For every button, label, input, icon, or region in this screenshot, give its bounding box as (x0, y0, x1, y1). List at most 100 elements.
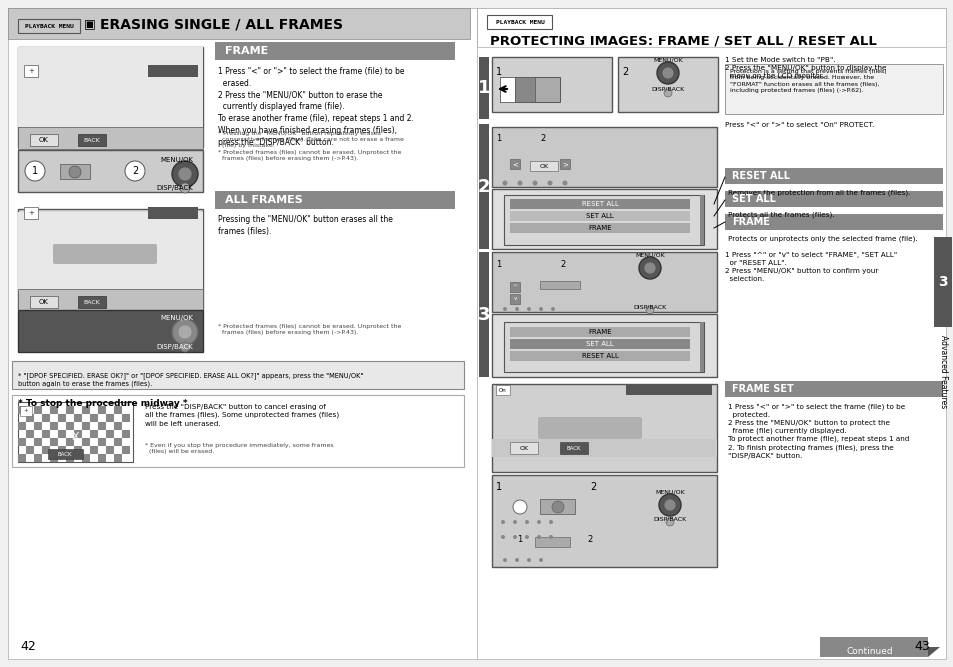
Circle shape (663, 89, 671, 97)
Circle shape (526, 307, 531, 311)
Bar (50, 422, 58, 430)
Bar (74, 414, 82, 422)
Bar (478, 124, 489, 249)
Circle shape (172, 319, 198, 345)
Bar (90, 446, 98, 454)
Text: Pressing the "MENU/OK" button erases all the
frames (files).: Pressing the "MENU/OK" button erases all… (218, 215, 393, 236)
Bar (18, 209, 203, 309)
Text: DISP/BACK: DISP/BACK (156, 185, 193, 191)
Bar (510, 351, 689, 361)
Circle shape (526, 558, 531, 562)
Bar (503, 322, 703, 372)
Bar (18, 438, 26, 446)
Text: FRAME: FRAME (588, 329, 611, 335)
Bar (78, 134, 106, 146)
Bar (492, 475, 717, 567)
Text: BACK: BACK (566, 446, 580, 450)
Bar (60, 164, 90, 179)
Bar (42, 446, 50, 454)
Bar (499, 77, 559, 102)
Text: 1 Set the Mode switch to "PB".
2 Press the "MENU/OK" button to display the
  men: 1 Set the Mode switch to "PB". 2 Press t… (724, 57, 885, 79)
Text: <: < (512, 161, 517, 167)
Bar (724, 214, 942, 230)
Text: OK: OK (39, 299, 49, 305)
Bar (510, 327, 689, 337)
Bar (58, 446, 66, 454)
Text: Protects all the frames (files).: Protects all the frames (files). (727, 212, 834, 219)
Circle shape (513, 520, 517, 524)
Circle shape (180, 183, 190, 193)
Bar (18, 310, 203, 352)
Bar (26, 446, 34, 454)
Bar (499, 77, 515, 102)
Bar (18, 19, 80, 33)
Circle shape (659, 494, 680, 516)
Text: +: + (24, 408, 29, 414)
Text: Press the "DISP/BACK" button to cancel erasing of
all the frames (files). Some u: Press the "DISP/BACK" button to cancel e… (145, 404, 338, 426)
Bar (12, 361, 463, 389)
Text: 1: 1 (517, 534, 522, 544)
Circle shape (663, 499, 676, 511)
Circle shape (551, 307, 555, 311)
Bar (78, 296, 106, 308)
Circle shape (180, 342, 190, 352)
Bar (113, 438, 122, 446)
Bar (58, 414, 66, 422)
Text: * "[DPOF SPECIFIED. ERASE OK?]" or "[DPOF SPECIFIED. ERASE ALL OK?]" appears, pr: * "[DPOF SPECIFIED. ERASE OK?]" or "[DPO… (18, 372, 363, 387)
Bar (66, 438, 74, 446)
Text: DISP/BACK: DISP/BACK (633, 305, 666, 309)
Bar (214, 191, 455, 209)
Bar (724, 191, 942, 207)
Bar (700, 195, 703, 245)
Bar (18, 422, 26, 430)
FancyBboxPatch shape (53, 244, 157, 264)
Text: FRAME: FRAME (731, 217, 769, 227)
Text: FRAME SET: FRAME SET (731, 384, 793, 394)
Bar (476, 8, 945, 47)
FancyBboxPatch shape (537, 417, 641, 439)
Text: RESET ALL: RESET ALL (581, 201, 618, 207)
Text: PLAYBACK MENU: PLAYBACK MENU (25, 23, 73, 29)
Bar (24, 207, 38, 219)
Text: 1 Press "^" or "v" to select "FRAME", "SET ALL"
  or "RESET ALL".
2 Press "MENU/: 1 Press "^" or "v" to select "FRAME", "S… (724, 252, 897, 282)
Text: 42: 42 (20, 640, 35, 653)
Text: BACK: BACK (58, 452, 72, 456)
Bar (122, 430, 130, 438)
Text: Protection is a setting that prevents frames (files)
from being accidentally era: Protection is a setting that prevents fr… (729, 69, 885, 93)
Bar (20, 406, 32, 416)
Bar (559, 159, 569, 169)
Bar (820, 637, 927, 657)
Bar (122, 446, 130, 454)
Bar (34, 422, 42, 430)
Bar (530, 161, 558, 171)
Bar (492, 252, 717, 312)
Bar (510, 339, 689, 349)
Text: MENU/OK: MENU/OK (655, 490, 684, 494)
Bar (539, 281, 579, 289)
Bar (82, 454, 90, 462)
Text: * Even if you stop the procedure immediately, some frames
  (files) will be eras: * Even if you stop the procedure immedia… (145, 443, 334, 454)
Circle shape (645, 306, 654, 314)
Bar (50, 438, 58, 446)
Bar (122, 414, 130, 422)
Text: 2: 2 (132, 166, 138, 176)
Bar (98, 422, 106, 430)
Bar (66, 454, 74, 462)
Bar (724, 381, 942, 397)
Text: MENU/OK: MENU/OK (160, 157, 193, 163)
Bar (48, 449, 83, 459)
Bar (503, 195, 703, 245)
Text: 43: 43 (913, 640, 929, 653)
Bar (24, 65, 38, 77)
Bar (18, 127, 203, 149)
Bar (510, 294, 519, 304)
Bar (113, 422, 122, 430)
Bar (66, 406, 74, 414)
Bar (724, 64, 942, 114)
Circle shape (502, 558, 506, 562)
Circle shape (500, 520, 504, 524)
Bar (74, 430, 82, 438)
Bar (98, 438, 106, 446)
Bar (724, 168, 942, 184)
Text: * Pressing the "MENU/OK" button repeatedly erases
  consecutive frames (files). : * Pressing the "MENU/OK" button repeated… (218, 131, 403, 161)
